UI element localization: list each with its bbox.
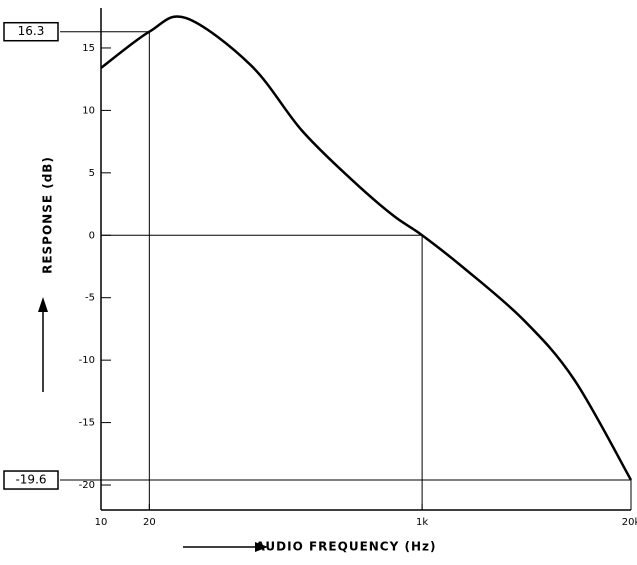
y-tick-label: -20 <box>79 480 95 491</box>
x-tick-label: 1k <box>416 517 428 528</box>
response-curve <box>100 15 633 481</box>
annotation-box <box>3 21 59 42</box>
x-axis-label: AUDIO FREQUENCY (Hz) <box>256 540 437 554</box>
y-tick-label: 0 <box>89 230 95 241</box>
x-tick-label: 20k <box>622 517 637 528</box>
annotation-label: 16.3 <box>18 24 45 38</box>
x-tick-label: 10 <box>95 517 108 528</box>
arrows <box>38 297 268 552</box>
y-tick-label: -15 <box>79 418 95 429</box>
y-tick-label: 5 <box>89 168 95 179</box>
annotation-label: -19.6 <box>15 473 46 487</box>
y-tick-label: -10 <box>79 355 95 366</box>
y-tick-label: -5 <box>85 293 95 304</box>
annotation-box <box>3 470 59 490</box>
y-tick-label: 10 <box>82 105 95 116</box>
x-tick-label: 20 <box>143 517 156 528</box>
y-axis-label: RESPONSE (dB) <box>41 156 55 274</box>
y-tick-label: 15 <box>82 43 95 54</box>
